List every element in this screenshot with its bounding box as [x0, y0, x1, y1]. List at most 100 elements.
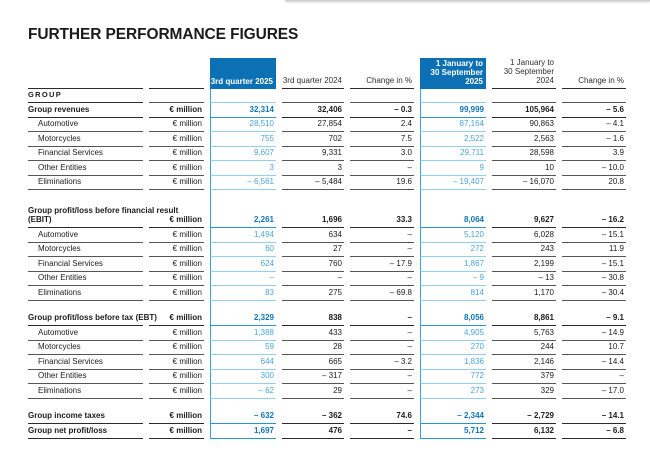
spacer-cell — [420, 300, 486, 312]
spacer-cell — [562, 399, 626, 410]
row-label: Automotive — [28, 228, 143, 243]
value-cell: 644 — [210, 355, 276, 370]
value-cell: – 14.4 — [562, 355, 626, 370]
unit-cell: € million — [149, 355, 204, 370]
value-cell: 27 — [282, 243, 344, 257]
value-cell: – 62 — [210, 384, 276, 399]
unit-cell: € million — [149, 118, 204, 132]
value-cell: – — [350, 370, 414, 384]
value-cell: 5,712 — [420, 424, 486, 439]
value-cell: 624 — [210, 257, 276, 272]
value-cell: – 4.1 — [562, 118, 626, 132]
unit-cell: € million — [149, 228, 204, 243]
value-cell: 74.6 — [350, 410, 414, 424]
value-cell: 2,563 — [492, 132, 556, 147]
value-cell: – 15.1 — [562, 257, 626, 272]
unit-cell: € million — [149, 312, 204, 326]
column-header: 1 January to 30 September 2024 — [492, 58, 556, 90]
section-spacer — [28, 190, 626, 201]
value-cell: – — [350, 312, 414, 326]
row-label: Group income taxes — [28, 410, 143, 424]
value-cell: 9 — [420, 161, 486, 176]
value-cell: 32,314 — [210, 103, 276, 118]
value-cell: – 6.8 — [562, 424, 626, 439]
spacer-cell — [350, 399, 414, 410]
value-cell: 60 — [210, 242, 276, 257]
row-label: Group net profit/loss — [28, 424, 143, 439]
spacer-cell — [350, 301, 414, 312]
value-cell: 3.0 — [350, 147, 414, 161]
table-row: Automotive € million 1,388 433–4,905 5,763 – … — [28, 326, 626, 341]
value-cell: – 1.6 — [562, 132, 626, 147]
value-cell: – 9.1 — [562, 312, 626, 326]
value-cell: – 9 — [420, 271, 486, 286]
value-cell: 772 — [420, 369, 486, 384]
value-cell: 272 — [420, 242, 486, 257]
value-cell: 2,522 — [420, 132, 486, 147]
value-cell: 702 — [282, 132, 344, 147]
unit-cell: € million — [149, 286, 204, 301]
value-cell: – 5.6 — [562, 103, 626, 118]
table-row: Group income taxes € million – 632 – 362 74.… — [28, 409, 626, 424]
value-cell: 2,146 — [492, 355, 556, 370]
value-cell: 20.8 — [562, 176, 626, 190]
row-label: Group revenues — [28, 103, 143, 118]
unit-cell: € million — [149, 257, 204, 272]
value-cell: 634 — [282, 228, 344, 243]
unit-cell: € million — [149, 272, 204, 286]
value-cell: 1,697 — [210, 424, 276, 439]
row-label: Automotive — [28, 326, 143, 341]
value-cell: 1,696 — [282, 201, 344, 228]
table-row: Group net profit/loss € million 1,697 476–5… — [28, 424, 626, 439]
unit-cell — [149, 89, 204, 103]
value-cell: 9,627 — [492, 201, 556, 228]
value-cell: 29 — [282, 384, 344, 399]
row-label: Group profit/loss before financial resul… — [28, 201, 178, 228]
value-cell: 1,170 — [492, 286, 556, 301]
value-cell: 83 — [210, 286, 276, 301]
value-cell: 665 — [282, 355, 344, 370]
spacer-cell — [492, 301, 556, 312]
value-cell: 2,199 — [492, 257, 556, 272]
value-cell: 1,836 — [420, 355, 486, 370]
value-cell: – — [350, 228, 414, 243]
value-cell: 243 — [492, 243, 556, 257]
value-cell — [562, 89, 626, 103]
unit-cell: € million — [149, 176, 204, 190]
value-cell: 379 — [492, 370, 556, 384]
column-header: Change in % — [350, 58, 414, 90]
row-label: Eliminations — [28, 384, 143, 399]
table-row: Other Entities € million 3 3–9 10– 10.0 — [28, 161, 626, 176]
value-cell: – 13 — [492, 272, 556, 286]
value-cell: 329 — [492, 384, 556, 399]
spacer-cell — [420, 190, 486, 201]
table-row: Financial Services € million 644 665 – 3.2 1,… — [28, 355, 626, 370]
unit-cell: € million — [149, 147, 204, 161]
group-section-label: GROUP — [28, 89, 143, 103]
unit-cell: € million — [149, 243, 204, 257]
value-cell: – 69.8 — [350, 286, 414, 301]
table-row: Financial Services € million 624 760 – 17.9 1… — [28, 257, 626, 272]
value-cell: 2.4 — [350, 118, 414, 132]
value-cell: – 10.0 — [562, 161, 626, 176]
value-cell: 33.3 — [350, 201, 414, 228]
row-label: Eliminations — [28, 286, 143, 301]
value-cell: – 2,729 — [492, 410, 556, 424]
value-cell: 4,905 — [420, 326, 486, 341]
value-cell: – — [350, 272, 414, 286]
row-label: Other Entities — [28, 370, 143, 384]
section-spacer — [28, 300, 626, 312]
value-cell: – — [350, 384, 414, 399]
unit-cell: € million — [149, 103, 204, 118]
column-header: 3rd quarter 2025 — [210, 58, 276, 90]
spacer-cell — [282, 190, 344, 201]
table-row: Motorcycles € million 60 27–272 243 11.9 — [28, 242, 626, 257]
value-cell: 27,854 — [282, 118, 344, 132]
value-cell: – 15.1 — [562, 228, 626, 243]
row-label: Motorcycles — [28, 243, 143, 257]
spacer-cell — [350, 190, 414, 201]
value-cell: 10.7 — [562, 341, 626, 355]
value-cell: 270 — [420, 340, 486, 355]
table-row: Motorcycles € million 755 702 7.5 2,522 2,563–… — [28, 132, 626, 147]
